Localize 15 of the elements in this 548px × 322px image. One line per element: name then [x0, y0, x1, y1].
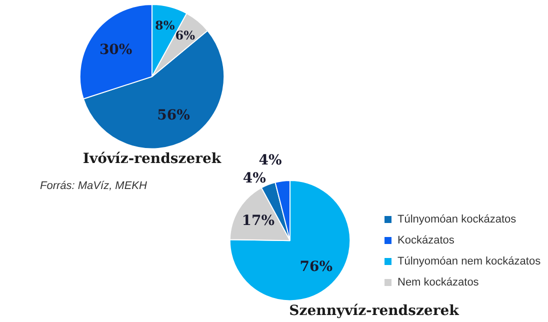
data-label: 8% [155, 18, 176, 32]
data-label: 4% [258, 152, 282, 169]
data-label: 6% [175, 28, 196, 43]
text: Szennyvíz-rendszerek [289, 303, 460, 320]
legend-label: Túlnyomóan nem kockázatos [398, 256, 542, 268]
data-label: 4% [242, 170, 266, 187]
legend-label: Kockázatos [398, 234, 455, 247]
text: Ivóvíz-rendszerek [82, 151, 222, 168]
legend-label: Túlnyomóan kockázatos [398, 214, 517, 226]
legend-label: Nem kockázatos [398, 276, 480, 289]
data-label: 76% [300, 258, 333, 275]
data-label: 56% [157, 107, 190, 124]
data-label: 30% [99, 42, 132, 58]
text: Forrás: MaVíz, MEKH [40, 180, 147, 192]
data-label: 17% [242, 212, 275, 229]
